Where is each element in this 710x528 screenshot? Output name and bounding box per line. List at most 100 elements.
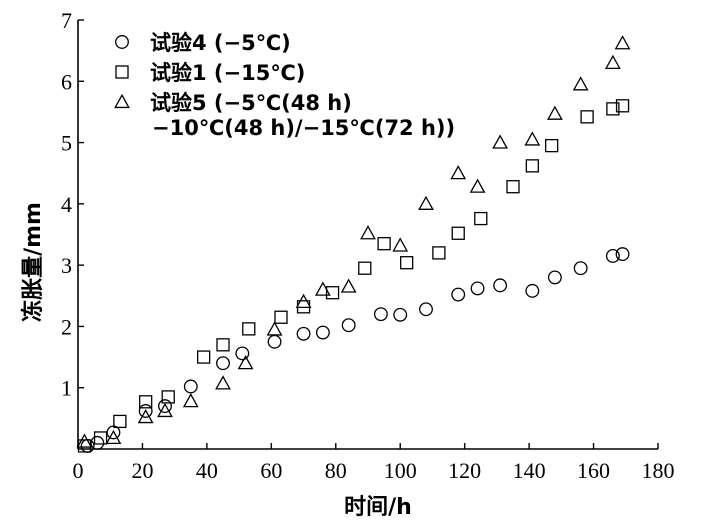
data-point-triangle [572,76,589,91]
data-point-square [113,414,127,429]
data-point-triangle [469,178,486,193]
legend-continuation-label: −10℃(48 h)/−15℃(72 h)) [152,116,455,140]
data-point-square [606,102,620,116]
x-tick-label: 20 [131,458,153,483]
y-tick-label: 2 [61,314,72,339]
x-ticks: 0 20 40 60 80 100 120 140 160 180 [73,443,675,483]
x-tick-label: 120 [448,458,481,483]
legend-label: 试验5 (−5℃(48 h) [150,91,352,115]
legend-entry: 试验1 (−15℃) [115,61,305,85]
data-point-triangle [492,134,509,149]
y-axis-title: 冻胀量/mm [20,202,46,322]
data-point-square [451,226,465,240]
data-point-square [161,390,175,404]
x-tick-label: 40 [196,458,218,483]
legend-label: 试验4 (−5℃) [150,31,291,55]
x-tick-label: 140 [513,458,546,483]
data-point-circle [138,404,153,418]
data-point-circle [573,261,588,276]
legend-entry: 试验4 (−5℃) [115,31,291,55]
legend-marker-triangle-icon [114,93,130,109]
x-tick-label: 80 [325,458,347,483]
data-point-circle [183,379,198,394]
data-point-circle [605,248,620,263]
data-point-triangle [295,293,312,309]
x-axis-title: 时间/h [344,495,412,520]
legend-items: 试验4 (−5℃) 试验1 (−15℃) 试验5 (−5℃(48 h) [114,31,352,115]
plot-area [76,35,631,453]
data-point-triangle [418,195,434,210]
series-1 [80,247,630,453]
y-tick-label: 3 [61,253,72,278]
data-point-square [474,211,488,226]
x-tick-label: 180 [642,458,675,483]
data-point-triangle [76,433,93,448]
data-point-circle [547,270,562,285]
data-point-triangle [314,281,331,296]
data-point-square [377,237,391,251]
data-point-square [545,138,559,153]
axes: 0 20 40 60 80 100 120 140 160 180 1 2 3 4 5 6 7 时间/h 冻胀… [20,8,675,520]
data-point-square [432,246,446,260]
data-point-triangle [105,429,122,445]
data-point-square [525,159,539,173]
data-point-triangle [450,165,467,180]
y-tick-label: 5 [61,131,72,156]
data-point-square [615,99,630,113]
data-point-circle [525,283,540,298]
data-point-square [274,310,288,324]
data-point-circle [296,326,311,341]
legend-entry: 试验5 (−5℃(48 h) [114,91,352,115]
data-point-circle [419,302,433,317]
data-point-square [506,180,520,194]
data-point-circle [158,399,172,414]
x-tick-label: 160 [577,458,610,483]
y-tick-label: 7 [61,8,72,33]
data-point-circle [235,346,250,361]
data-point-circle [315,325,330,340]
data-point-triangle [137,408,154,424]
data-point-triangle [157,402,173,418]
data-point-circle [216,356,230,371]
data-point-triangle [182,393,199,408]
x-tick-label: 100 [384,458,417,483]
data-point-square [93,431,108,445]
data-point-circle [615,247,630,262]
data-point-triangle [546,105,563,120]
y-tick-label: 6 [61,69,72,94]
data-point-circle [373,307,388,322]
data-point-triangle [392,237,409,252]
data-point-square [139,395,153,409]
x-tick-label: 60 [260,458,282,483]
data-point-square [242,322,256,336]
legend-label: 试验1 (−15℃) [150,61,305,85]
data-point-circle [393,307,408,322]
data-point-square [216,338,230,352]
data-point-triangle [604,54,621,69]
legend-marker-circle-icon [115,35,129,49]
data-point-square [358,261,372,275]
data-point-square [197,350,211,364]
data-point-circle [493,278,508,293]
legend: 试验4 (−5℃) 试验1 (−15℃) 试验5 (−5℃(48 h) −10℃(4… [114,31,455,140]
series-2 [77,99,630,453]
data-point-circle [451,287,466,302]
data-point-square [580,110,594,124]
data-point-triangle [215,375,231,390]
data-point-circle [470,281,485,296]
data-point-square [400,256,414,270]
y-tick-label: 1 [61,376,72,401]
data-point-square [325,286,340,300]
y-tick-label: 4 [61,192,72,217]
data-point-triangle [237,355,254,370]
data-point-triangle [360,225,376,240]
data-point-triangle [614,35,631,50]
data-point-triangle [524,131,541,146]
legend-marker-square-icon [115,65,129,79]
x-tick-label: 0 [73,458,84,483]
data-point-triangle [266,321,283,336]
series-3 [76,35,631,448]
data-point-triangle [340,278,357,293]
y-ticks: 1 2 3 4 5 6 7 [61,8,84,401]
